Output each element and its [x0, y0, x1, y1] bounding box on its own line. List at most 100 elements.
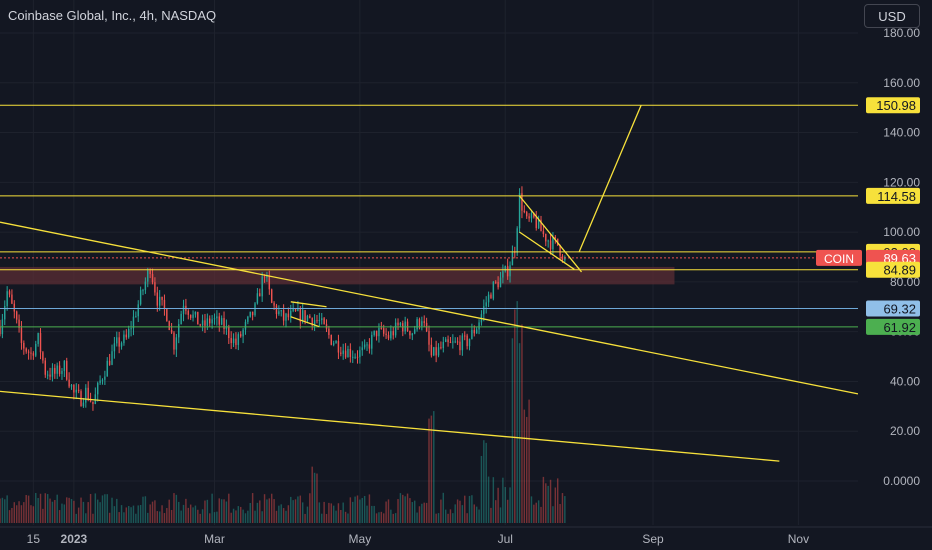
candle-body — [166, 309, 168, 322]
candle-body — [287, 313, 290, 318]
volume-bar — [230, 512, 232, 523]
candle-body — [235, 338, 237, 345]
candle-body — [487, 294, 490, 303]
volume-bar — [528, 399, 530, 523]
candle-body — [356, 356, 359, 358]
volume-bar — [523, 409, 526, 523]
volume-bar — [530, 496, 533, 523]
volume-bar — [139, 504, 142, 523]
volume-bar — [194, 505, 197, 523]
volume-bar — [511, 338, 514, 523]
volume-bar — [542, 476, 545, 523]
volume-bar — [1, 497, 4, 523]
volume-bar — [311, 466, 313, 523]
candle-body — [413, 329, 416, 334]
time-tick-label: Mar — [204, 532, 225, 546]
candle-body — [466, 335, 468, 347]
candle-body — [387, 335, 390, 339]
volume-bar — [209, 513, 211, 523]
volume-bar — [495, 500, 497, 523]
candle-body — [111, 351, 113, 365]
candle-body — [294, 309, 297, 311]
candle-body — [68, 379, 70, 387]
volume-bar — [487, 476, 490, 523]
candle-body — [354, 356, 356, 358]
candle-body — [540, 219, 542, 232]
volume-bar — [256, 502, 259, 523]
candle-body — [244, 321, 247, 330]
candle-body — [330, 334, 332, 345]
time-tick-label: Jul — [498, 532, 513, 546]
volume-bar — [383, 513, 385, 523]
volume-bar — [375, 513, 378, 523]
currency-button[interactable]: USD — [864, 4, 920, 28]
candle-body — [433, 347, 435, 356]
volume-bar — [113, 506, 116, 523]
candle-body — [440, 347, 442, 349]
candle-body — [504, 265, 506, 272]
candle-body — [61, 370, 63, 374]
price-axis[interactable]: 0.000020.0040.0060.0080.00100.00120.0014… — [816, 0, 932, 550]
candle-body — [535, 217, 537, 229]
price-tick-label: 40.00 — [890, 374, 920, 388]
candle-body — [483, 306, 485, 315]
volume-bar — [166, 508, 168, 523]
volume-bar — [321, 513, 323, 523]
volume-bar — [559, 504, 561, 523]
volume-bar — [247, 510, 249, 523]
volume-bar — [125, 507, 128, 523]
candle-body — [313, 320, 316, 326]
candle-body — [444, 339, 447, 342]
volume-bar — [471, 495, 473, 523]
volume-bars — [0, 301, 566, 523]
volume-bar — [201, 509, 204, 523]
candle-body — [559, 245, 561, 256]
candle-body — [526, 212, 528, 217]
candle-body — [335, 341, 337, 344]
candle-body — [108, 360, 111, 365]
volume-bar — [409, 498, 411, 523]
volume-bar — [454, 504, 456, 523]
price-label: 150.98 — [876, 98, 916, 113]
candle-body — [137, 304, 139, 317]
volume-bar — [306, 506, 309, 523]
candle-body — [173, 332, 175, 350]
candle-body — [201, 320, 204, 326]
candle-body — [411, 333, 414, 336]
volume-bar — [42, 508, 44, 523]
volume-bar — [552, 506, 554, 523]
candle-body — [237, 334, 240, 345]
candle-body — [180, 313, 182, 325]
candle-body — [363, 344, 366, 348]
candle-body — [151, 274, 154, 283]
candle-body — [454, 341, 456, 343]
volume-bar — [94, 493, 97, 523]
volume-bar — [106, 494, 108, 523]
volume-bar — [347, 513, 349, 523]
volume-bar — [475, 506, 478, 523]
candle-body — [366, 344, 368, 346]
volume-bar — [163, 513, 166, 523]
volume-bar — [189, 504, 192, 523]
candle-body — [430, 344, 433, 356]
price-tick-label: 180.00 — [883, 26, 920, 40]
volume-bar — [13, 502, 16, 523]
candle-body — [113, 343, 116, 352]
candle-body — [497, 281, 499, 288]
volume-bar — [366, 505, 368, 523]
volume-bar — [354, 496, 356, 523]
candle-body — [4, 306, 6, 320]
candle-body — [332, 343, 335, 345]
candle-body — [242, 329, 244, 337]
candle-body — [187, 310, 189, 315]
volume-bar — [185, 498, 187, 523]
candle-body — [509, 265, 511, 277]
volume-bar — [168, 499, 170, 523]
volume-bar — [535, 502, 537, 523]
candle-body — [347, 348, 349, 358]
time-axis[interactable]: 15 2023 Mar May Jul Sep Nov — [0, 526, 932, 550]
candle-body — [232, 338, 235, 344]
volume-bar — [225, 501, 228, 523]
price-label-box — [866, 261, 920, 278]
